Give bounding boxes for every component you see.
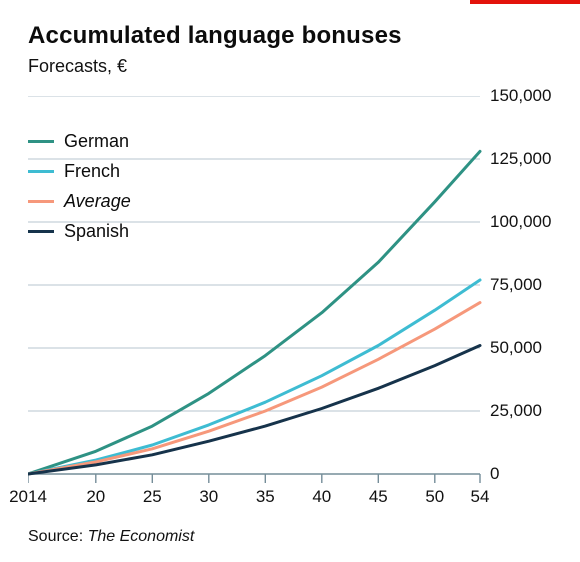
x-tick-label: 40 <box>312 487 331 507</box>
source-line: Source: The Economist <box>28 528 194 546</box>
y-tick-label: 100,000 <box>490 212 551 232</box>
x-tick-label: 30 <box>199 487 218 507</box>
chart-card: Accumulated language bonuses Forecasts, … <box>0 0 580 562</box>
y-tick-label: 50,000 <box>490 338 542 358</box>
plot-area: 025,00050,00075,000100,000125,000150,000… <box>28 96 570 514</box>
series-line <box>28 151 480 474</box>
series-line <box>28 280 480 474</box>
x-tick-label: 50 <box>425 487 444 507</box>
brand-accent-bar <box>470 0 580 4</box>
y-tick-label: 150,000 <box>490 86 551 106</box>
chart-title: Accumulated language bonuses <box>28 22 402 50</box>
y-tick-label: 25,000 <box>490 401 542 421</box>
x-tick-label: 35 <box>256 487 275 507</box>
x-tick-label: 25 <box>143 487 162 507</box>
y-tick-label: 0 <box>490 464 499 484</box>
chart-subtitle: Forecasts, € <box>28 56 127 77</box>
series-line <box>28 303 480 474</box>
x-tick-label: 45 <box>369 487 388 507</box>
y-tick-label: 125,000 <box>490 149 551 169</box>
chart-svg <box>28 96 570 514</box>
x-tick-label: 54 <box>471 487 490 507</box>
y-tick-label: 75,000 <box>490 275 542 295</box>
x-tick-label: 2014 <box>9 487 47 507</box>
x-tick-label: 20 <box>86 487 105 507</box>
source-prefix: Source: <box>28 528 88 545</box>
source-name: The Economist <box>88 528 195 545</box>
